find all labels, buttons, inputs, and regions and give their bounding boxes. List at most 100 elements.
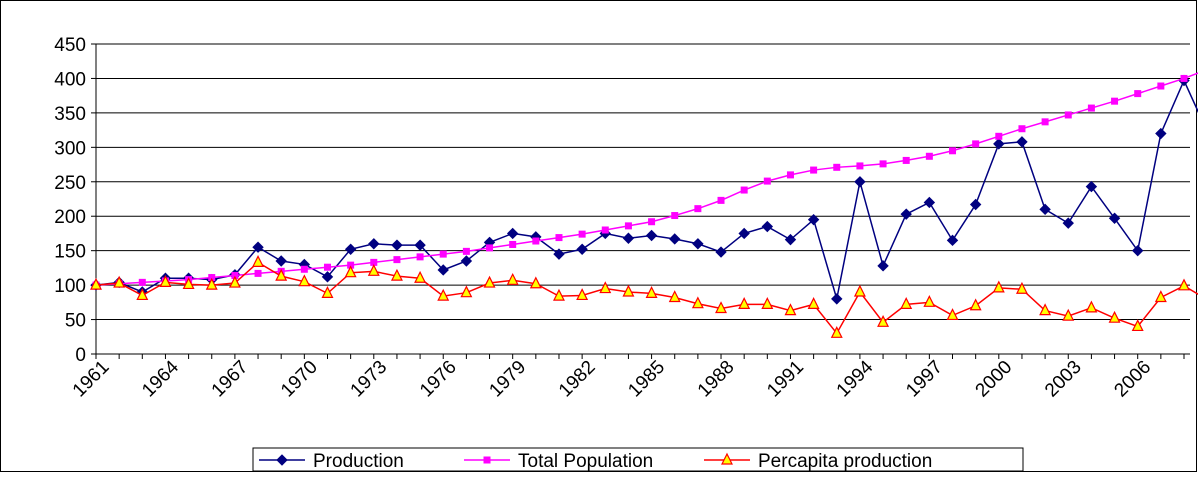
data-point xyxy=(622,284,635,297)
y-tick-label: 150 xyxy=(54,242,86,263)
data-point xyxy=(900,297,913,309)
data-point xyxy=(902,156,910,164)
data-point xyxy=(414,270,427,283)
legend-marker xyxy=(483,456,491,464)
y-tick-label: 350 xyxy=(54,104,86,125)
data-point xyxy=(599,281,612,294)
legend-label: Percapita production xyxy=(758,451,932,472)
data-point xyxy=(437,288,450,301)
data-point xyxy=(113,275,126,288)
data-point xyxy=(692,238,704,250)
legend-marker xyxy=(721,452,733,465)
y-tick-label: 450 xyxy=(54,35,86,56)
data-point xyxy=(645,286,658,298)
data-point xyxy=(1178,278,1190,291)
data-point xyxy=(1111,97,1119,105)
data-point xyxy=(1085,300,1098,313)
legend-box xyxy=(252,447,1024,472)
data-point xyxy=(854,176,866,188)
data-point xyxy=(807,213,820,226)
data-point xyxy=(1064,111,1072,119)
data-point xyxy=(344,265,357,278)
data-point xyxy=(300,265,308,273)
data-point xyxy=(321,271,334,283)
data-point xyxy=(437,264,449,276)
data-point xyxy=(694,205,702,213)
data-point xyxy=(969,198,982,211)
data-point xyxy=(786,171,794,179)
data-point xyxy=(159,275,172,287)
data-point xyxy=(391,239,403,251)
data-point xyxy=(555,234,563,242)
y-tick-label: 0 xyxy=(75,345,86,366)
data-point xyxy=(624,222,632,230)
y-tick-label: 100 xyxy=(54,276,86,297)
data-point xyxy=(1062,217,1074,229)
data-point xyxy=(853,284,866,297)
legend: Production Total Population Percapita prod… xyxy=(252,447,1024,472)
data-point xyxy=(717,196,725,204)
data-point xyxy=(923,294,936,307)
y-tick-label: 200 xyxy=(54,207,86,228)
data-point xyxy=(138,278,146,286)
data-point xyxy=(807,297,820,309)
data-point xyxy=(1154,290,1167,303)
data-point xyxy=(1018,125,1026,133)
data-point xyxy=(761,220,774,233)
data-point xyxy=(946,308,959,321)
data-point xyxy=(323,263,331,271)
data-point xyxy=(668,290,681,303)
data-point xyxy=(576,288,589,301)
data-point xyxy=(715,246,727,258)
data-point xyxy=(715,301,727,314)
data-point xyxy=(992,280,1005,293)
data-point xyxy=(529,276,542,289)
data-point xyxy=(877,260,889,272)
data-point xyxy=(1062,308,1075,321)
data-point xyxy=(622,232,635,244)
data-point xyxy=(553,248,565,260)
data-point xyxy=(831,293,843,305)
data-point xyxy=(1041,118,1049,126)
data-point xyxy=(1015,281,1028,294)
data-point xyxy=(1039,203,1051,216)
data-point xyxy=(254,269,262,277)
data-point xyxy=(1134,90,1142,98)
data-point xyxy=(738,227,750,240)
data-point xyxy=(347,261,355,269)
data-point xyxy=(483,275,496,288)
data-point xyxy=(877,314,890,327)
data-point xyxy=(645,229,658,242)
legend-label: Production xyxy=(313,451,404,472)
data-point xyxy=(763,177,771,185)
data-point xyxy=(969,298,982,311)
data-point xyxy=(1180,74,1188,82)
data-point xyxy=(205,277,218,290)
y-tick-label: 300 xyxy=(54,138,86,159)
data-point xyxy=(90,277,102,290)
data-point xyxy=(1157,82,1165,90)
data-point xyxy=(671,212,679,220)
data-point xyxy=(784,233,797,246)
data-point xyxy=(1131,244,1144,257)
data-point xyxy=(784,303,797,316)
data-point xyxy=(761,297,774,309)
legend-label: Total Population xyxy=(518,451,653,472)
data-point xyxy=(416,253,424,261)
data-point xyxy=(460,255,473,267)
data-point xyxy=(923,196,936,209)
data-point xyxy=(390,268,403,281)
data-point xyxy=(460,285,473,298)
data-point xyxy=(368,238,380,250)
data-point xyxy=(1016,136,1028,148)
data-point xyxy=(439,250,447,258)
data-point xyxy=(601,226,609,234)
data-point xyxy=(810,166,818,174)
data-point xyxy=(367,263,380,276)
data-point xyxy=(252,241,264,253)
data-point xyxy=(949,147,957,155)
legend-marker xyxy=(276,454,288,466)
y-tick-label: 400 xyxy=(54,69,86,90)
